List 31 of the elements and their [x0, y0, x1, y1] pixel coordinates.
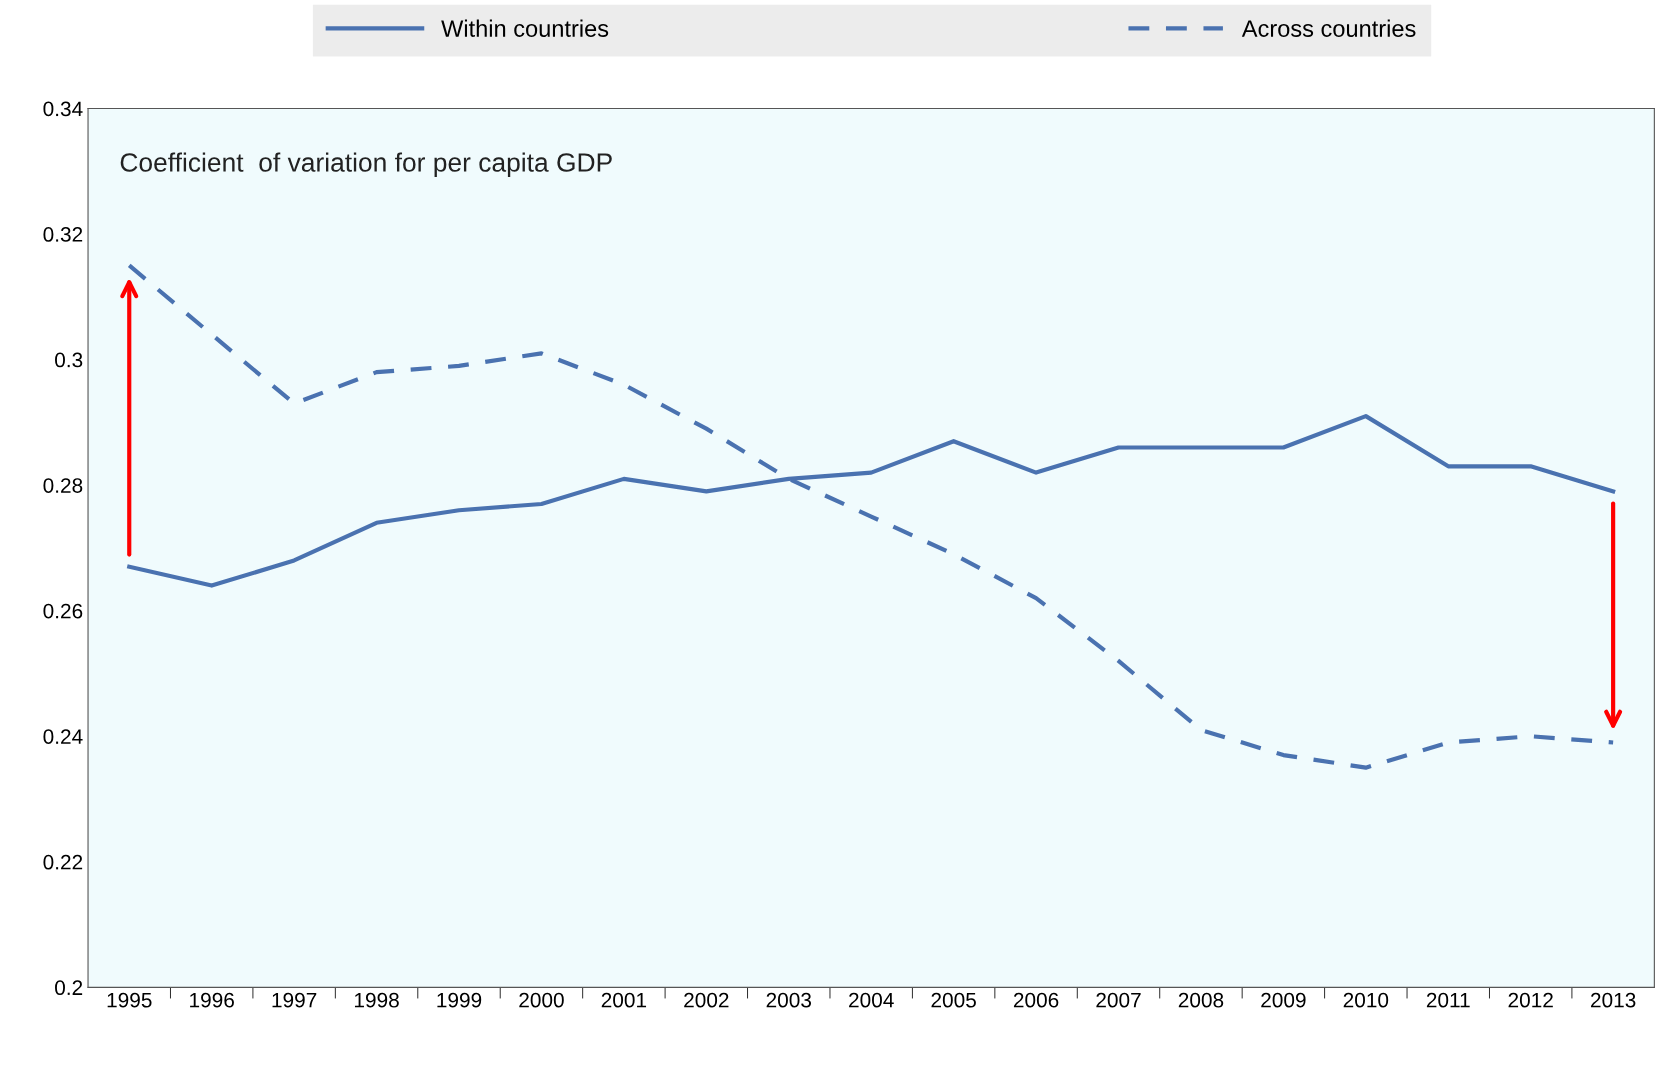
x-tick-label: 1996 — [190, 992, 234, 1008]
x-tick-label: 2010 — [1343, 992, 1389, 1008]
x-tick-label: 1998 — [354, 992, 399, 1008]
legend-label: Within countries — [441, 19, 609, 37]
y-tick-label: 0.28 — [43, 478, 83, 493]
x-tick-label: 2008 — [1178, 992, 1224, 1008]
x-tick-label: 2009 — [1261, 992, 1306, 1008]
annotation: Coefficient of variation for per capita GDP — [120, 152, 612, 178]
x-tick-label: 2003 — [766, 992, 812, 1008]
x-tick-label: 1997 — [272, 992, 317, 1008]
x-tick-label: 2004 — [849, 992, 894, 1008]
x-tick-label: 2006 — [1013, 992, 1059, 1008]
x-tick-label: 2011 — [1426, 992, 1470, 1008]
x-tick-label: 2002 — [684, 992, 729, 1008]
y-tick-label: 0.22 — [43, 854, 83, 870]
x-tick-label: 1999 — [437, 992, 482, 1008]
y-tick-label: 0.3 — [55, 352, 83, 368]
x-tick-label: 2013 — [1591, 992, 1636, 1008]
y-tick-label: 0.2 — [55, 980, 83, 996]
y-tick-label: 0.32 — [43, 227, 83, 242]
x-tick-label: 2005 — [931, 992, 976, 1008]
x-tick-label: 2007 — [1096, 992, 1141, 1008]
line-series — [127, 263, 1616, 770]
y-tick-label: 0.24 — [43, 729, 83, 744]
y-tick-label: 0.26 — [43, 603, 83, 619]
x-tick-label: 2012 — [1508, 992, 1553, 1008]
y-tick-label: 0.34 — [43, 101, 83, 117]
x-tick-label: 1995 — [107, 992, 152, 1008]
x-tick-label: 2000 — [519, 992, 564, 1008]
legend-label: Across countries — [1241, 19, 1416, 37]
x-tick-label: 2001 — [601, 992, 647, 1008]
